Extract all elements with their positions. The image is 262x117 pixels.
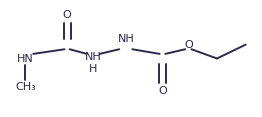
Text: O: O [63,10,72,20]
Text: O: O [158,86,167,96]
Text: HN: HN [17,53,34,64]
Text: O: O [184,40,193,50]
Text: NH: NH [117,34,134,44]
Text: NH
H: NH H [85,52,102,74]
Text: CH₃: CH₃ [15,82,36,92]
